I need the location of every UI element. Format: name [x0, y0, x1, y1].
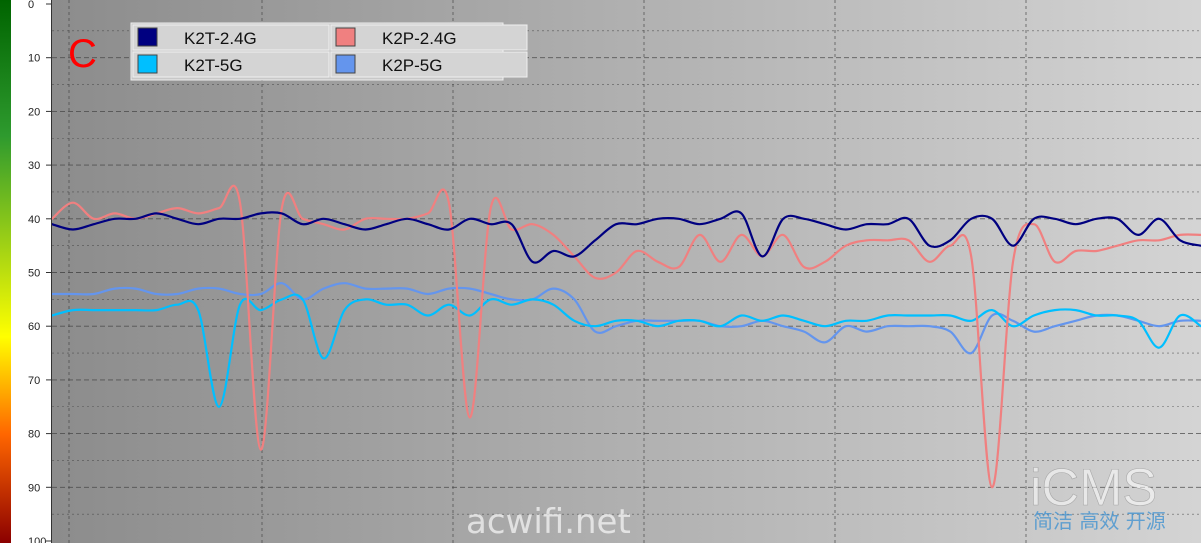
- legend-item: [330, 51, 528, 78]
- y-axis-ticks: 0 10 20 30 40 50 60 70 80 90 100: [28, 0, 52, 543]
- legend-label: K2P-5G: [382, 56, 442, 75]
- legend-swatch: [137, 54, 158, 74]
- legend-swatch: [335, 27, 356, 47]
- y-tick-label: 0: [28, 0, 34, 11]
- signal-color-scale: [0, 0, 11, 543]
- legend-item: [132, 24, 330, 51]
- y-tick-label: 90: [28, 482, 40, 494]
- series-line-k2t-2-4g: [52, 210, 1201, 264]
- plot-background: [52, 0, 1201, 543]
- watermark-slogan: 简洁 高效 开源: [1033, 509, 1166, 533]
- series-line-k2p-2-4g: [52, 184, 1201, 489]
- watermark-site: acwifi.net: [466, 502, 631, 542]
- legend-item: [330, 24, 528, 51]
- legend-label: K2T-2.4G: [184, 29, 257, 48]
- y-tick-label: 50: [28, 268, 40, 280]
- y-tick-label: 20: [28, 106, 40, 118]
- y-tick-label: 40: [28, 214, 40, 226]
- y-tick-label: 100: [28, 536, 46, 543]
- series-layer: [52, 184, 1201, 489]
- series-line-k2p-5g: [52, 282, 1201, 355]
- panel-label: C: [68, 32, 97, 76]
- y-tick-label: 30: [28, 160, 40, 172]
- y-tick-label: 60: [28, 321, 40, 333]
- watermark-brand: iCMS: [1030, 459, 1157, 517]
- legend-swatch: [335, 54, 356, 74]
- y-tick-label: 70: [28, 375, 40, 387]
- legend-label: K2P-2.4G: [382, 29, 457, 48]
- legend-label: K2T-5G: [184, 56, 243, 75]
- y-tick-label: 10: [28, 53, 40, 65]
- legend: K2T-2.4G K2T-5G K2P-2.4G K2P-5G: [130, 22, 528, 81]
- y-tick-label: 80: [28, 429, 40, 441]
- legend-item: [132, 51, 330, 78]
- legend-swatch: [137, 27, 158, 47]
